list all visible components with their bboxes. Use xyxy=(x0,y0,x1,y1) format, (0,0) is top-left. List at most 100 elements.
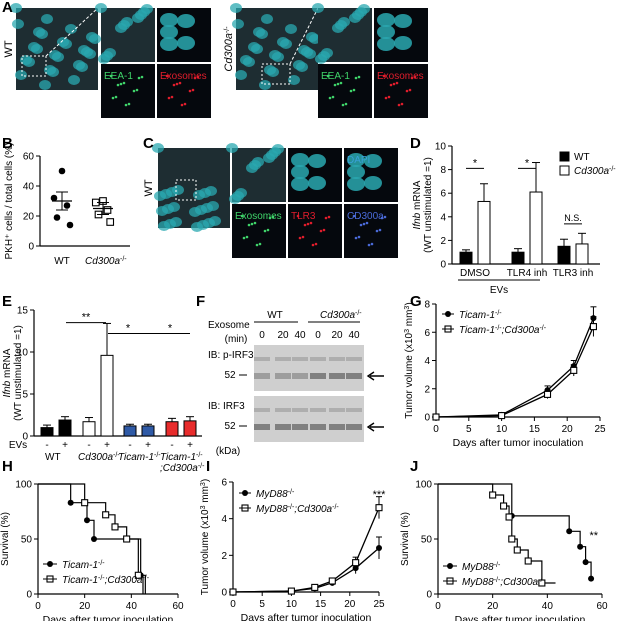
blot-band xyxy=(254,424,270,430)
signal-dot xyxy=(395,81,399,85)
x-tick-label: 15 xyxy=(315,599,327,610)
signal-dot xyxy=(191,88,195,92)
timepoint-label: 0 xyxy=(259,330,265,341)
nucleus xyxy=(259,80,271,90)
zoom-line xyxy=(289,7,319,65)
nucleus xyxy=(312,3,324,13)
legend-label: MyD88-/-;Cd300a-/- xyxy=(256,504,339,516)
x-category-label: TLR4 inh xyxy=(507,268,548,279)
blot-band xyxy=(346,373,362,379)
nucleus xyxy=(277,37,289,47)
mw-marker: 52 xyxy=(224,370,236,381)
nucleus xyxy=(141,4,153,14)
nucleus xyxy=(306,32,318,42)
y-tick-label: 50 xyxy=(21,535,33,546)
signal-dot xyxy=(326,74,330,78)
signal-dot xyxy=(266,228,270,232)
genotype-label: WT xyxy=(3,40,15,57)
blot-band xyxy=(310,424,326,430)
signal-dot xyxy=(122,81,126,85)
signal-dot xyxy=(322,228,326,232)
nucleus xyxy=(253,27,265,37)
signal-dot xyxy=(167,96,171,100)
signal-dot xyxy=(309,221,313,225)
bar xyxy=(82,421,96,437)
x-category-label: DMSO xyxy=(460,268,490,279)
zoom-line xyxy=(45,7,99,57)
signal-dot xyxy=(349,89,353,93)
nucleus xyxy=(207,201,219,211)
signal-dot xyxy=(178,81,182,85)
y-tick-label: 0 xyxy=(426,590,432,601)
signal-dot xyxy=(336,82,340,86)
y-axis-label: Survival (%) xyxy=(0,512,11,566)
panel-a-ko-exosomes xyxy=(374,64,428,118)
series-line xyxy=(232,507,380,593)
signal-dot xyxy=(400,102,404,106)
timepoint-label: 40 xyxy=(348,330,360,341)
survival-marker xyxy=(91,536,97,542)
nucleus xyxy=(293,60,305,70)
nucleus xyxy=(39,80,51,90)
y-axis-label: Tumor volume (x103 mm3) xyxy=(404,302,416,418)
group-label: Cd300a-/- xyxy=(320,310,362,322)
blot-band xyxy=(254,408,270,412)
signal-dot xyxy=(137,76,141,80)
signal-dot xyxy=(298,236,302,240)
y-tick-label: 6 xyxy=(221,478,227,489)
nucleus xyxy=(160,13,178,27)
y-tick-label: 10 xyxy=(17,348,29,359)
nucleus xyxy=(65,24,77,34)
ev-sign: - xyxy=(170,440,173,451)
nucleus xyxy=(298,45,310,55)
y-tick-label: 5 xyxy=(22,390,28,401)
signal-dot xyxy=(389,83,393,87)
ev-sign: + xyxy=(104,440,110,451)
survival-marker xyxy=(513,546,521,554)
x-tick-label: 20 xyxy=(344,599,356,610)
signal-dot xyxy=(193,76,197,80)
signal-dot xyxy=(370,242,374,246)
timepoint-label: 20 xyxy=(331,330,343,341)
signal-dot xyxy=(268,216,272,220)
nucleus xyxy=(240,55,252,65)
data-point xyxy=(498,412,506,420)
x-tick-label: 20 xyxy=(487,601,499,612)
bar xyxy=(165,421,179,437)
blot-band xyxy=(275,424,291,430)
y-tick-label: 100 xyxy=(415,480,432,491)
x-tick-label: 60 xyxy=(172,601,184,612)
signal-dot xyxy=(175,82,179,86)
row-unit: (min) xyxy=(225,334,248,345)
blot-band xyxy=(254,373,270,379)
blot-band xyxy=(292,373,308,379)
ev-sign: - xyxy=(87,440,90,451)
signal-dot xyxy=(319,229,323,233)
bar xyxy=(529,191,543,265)
scatter-point xyxy=(58,167,66,175)
nucleus xyxy=(377,37,395,51)
ev-sign: - xyxy=(45,440,48,451)
y-tick-label: 0 xyxy=(28,242,34,253)
tile-background xyxy=(288,204,342,258)
y-tick-label: 2 xyxy=(221,551,227,562)
signal-dot xyxy=(408,88,412,92)
signal-dot xyxy=(387,95,391,99)
x-category-label: TLR3 inh xyxy=(553,268,594,279)
signal-dot xyxy=(311,243,315,247)
signal-dot xyxy=(339,81,343,85)
y-tick-label: 0 xyxy=(424,413,430,424)
tile-label-eea1: EEA-1 xyxy=(321,71,350,82)
tile-label-exosomes: Exosomes xyxy=(235,211,282,222)
bar xyxy=(183,420,197,437)
panel-a-ko-eea1 xyxy=(318,64,372,118)
survival-marker xyxy=(508,535,516,543)
tile-background xyxy=(318,64,372,118)
signal-dot xyxy=(410,76,414,80)
x-tick-label: 25 xyxy=(594,424,606,435)
signal-dot xyxy=(362,222,366,226)
signal-dot xyxy=(341,103,345,107)
zoom-box xyxy=(21,55,47,77)
signal-dot xyxy=(328,96,332,100)
